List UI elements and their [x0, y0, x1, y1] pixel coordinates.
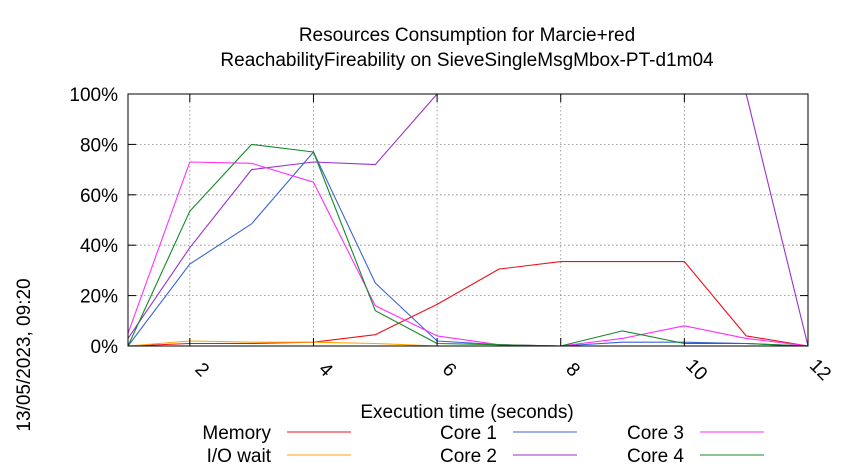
y-tick-label: 0%: [91, 337, 119, 358]
series-line-core-1: [127, 151, 809, 347]
y-tick-label: 100%: [69, 85, 118, 106]
legend-label-core-1: Core 1: [440, 423, 497, 444]
legend-label-memory: Memory: [202, 423, 271, 444]
x-tick-label: 12: [805, 355, 835, 385]
legend-label-core-4: Core 4: [627, 446, 684, 467]
y-tick-label: 80%: [80, 135, 118, 156]
y-axis-ticks: 0% 20% 40% 60% 80% 100%: [69, 85, 808, 358]
y-tick-label: 20%: [80, 287, 118, 308]
x-tick-label: 4: [314, 359, 337, 382]
plot-frame: [127, 93, 809, 347]
y-tick-label: 40%: [80, 236, 118, 257]
series-line-memory: [127, 261, 809, 347]
grid: [128, 94, 808, 346]
series-line-core-3: [127, 161, 809, 347]
series-line-core-4: [127, 143, 809, 347]
x-tick-label: 6: [438, 359, 460, 381]
legend-label-core-2: Core 2: [440, 446, 497, 467]
y-tick-label: 60%: [80, 186, 118, 207]
x-tick-label: 10: [681, 355, 711, 385]
chart-title-line-1: Resources Consumption for Marcie+red: [299, 25, 635, 46]
legend-label-i-o-wait: I/O wait: [207, 446, 272, 467]
x-tick-label: 2: [191, 359, 213, 381]
series-lines: [127, 93, 809, 347]
x-axis-ticks: 2 4 6 8 10 12: [189, 94, 835, 385]
series-line-core-2: [127, 93, 809, 347]
x-tick-label: 8: [561, 359, 583, 381]
x-axis-label: Execution time (seconds): [360, 402, 573, 423]
chart-title-line-2: ReachabilityFireability on SieveSingleMs…: [220, 50, 714, 71]
timestamp-label: 13/05/2023, 09:20: [14, 278, 35, 431]
legend-label-core-3: Core 3: [627, 423, 684, 444]
